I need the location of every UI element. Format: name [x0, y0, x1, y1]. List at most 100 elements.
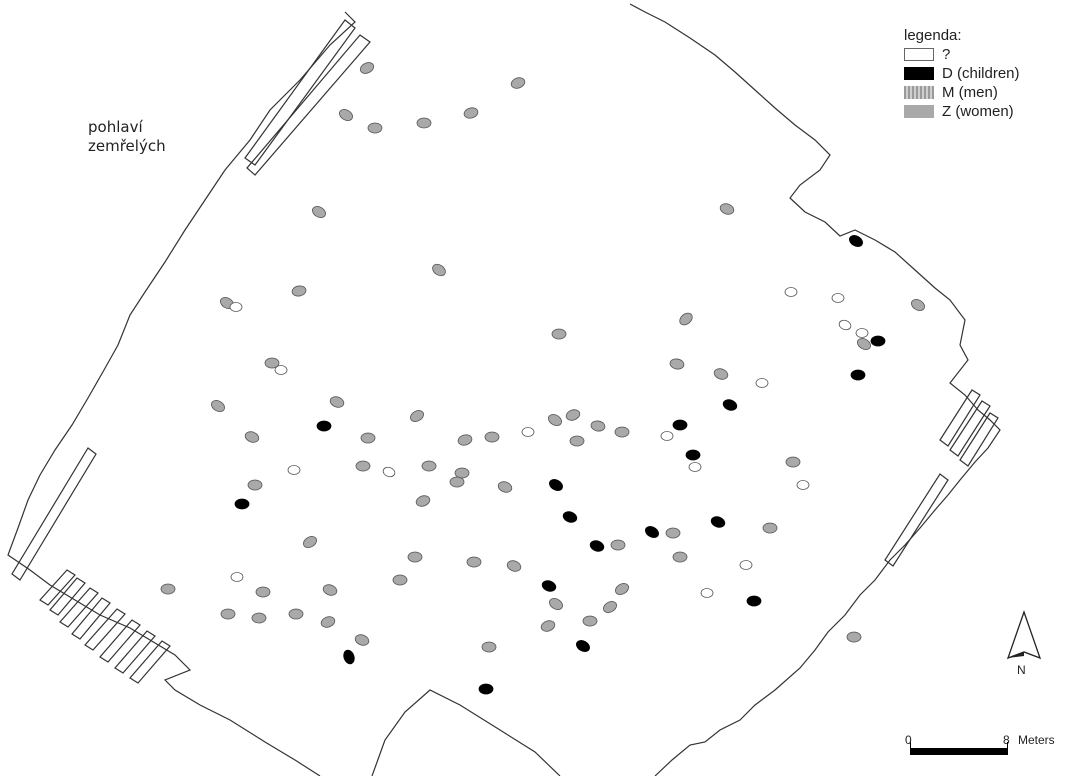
legend-title: legenda:: [904, 27, 962, 44]
grave-unknown: [660, 431, 674, 441]
grave-women: [255, 586, 271, 598]
grave-women: [911, 299, 925, 311]
grave-women: [540, 620, 556, 632]
grave-women: [713, 368, 729, 380]
grave-women: [360, 432, 376, 444]
grave-women: [603, 601, 617, 613]
grave-women: [548, 414, 562, 426]
grave-women: [421, 460, 437, 472]
trench-strip: [71, 597, 111, 640]
legend-swatch-men: [904, 86, 934, 99]
scale-bar: [910, 748, 1008, 755]
grave-women: [466, 556, 482, 568]
grave-women: [416, 117, 432, 129]
grave-unknown: [382, 466, 396, 478]
legend-label-unknown: ?: [942, 46, 951, 63]
trench-strip: [244, 19, 356, 166]
grave-children: [645, 526, 659, 538]
grave-women: [665, 527, 681, 539]
grave-children: [850, 369, 866, 381]
grave-unknown: [796, 480, 810, 490]
grave-women: [846, 631, 862, 643]
legend-item-unknown: ?: [904, 45, 1069, 64]
grave-women: [615, 583, 629, 595]
trench-strip: [949, 400, 991, 457]
trench-strip: [84, 608, 126, 651]
grave-women: [610, 539, 626, 551]
grave-women: [582, 615, 598, 627]
grave-children: [234, 498, 250, 510]
grave-women: [354, 634, 370, 646]
grave-children: [562, 511, 578, 523]
grave-children: [576, 640, 590, 652]
trench-strip: [49, 577, 86, 616]
grave-women: [392, 574, 408, 586]
grave-children: [685, 449, 701, 461]
grave-unknown: [838, 319, 852, 331]
grave-women: [449, 476, 465, 488]
trench-strip: [59, 587, 99, 628]
legend-label-men: M (men): [942, 84, 998, 101]
grave-children: [478, 683, 494, 695]
grave-women: [669, 358, 685, 370]
trench-strip: [246, 34, 371, 176]
map-caption: pohlaví zemřelých: [88, 118, 248, 156]
grave-unknown: [784, 287, 798, 297]
legend-label-children: D (children): [942, 65, 1020, 82]
grave-unknown: [230, 572, 244, 582]
grave-women: [569, 435, 585, 447]
grave-unknown: [688, 462, 702, 472]
grave-women: [590, 420, 606, 432]
grave-children: [589, 540, 605, 552]
grave-children: [541, 580, 557, 592]
grave-women: [407, 551, 423, 563]
trench-strip: [884, 473, 949, 567]
legend-label-women: Z (women): [942, 103, 1014, 120]
scale-unit-label: Meters: [1018, 733, 1055, 747]
grave-women: [857, 338, 871, 350]
grave-women: [551, 328, 567, 340]
grave-women: [367, 122, 383, 134]
grave-women: [220, 608, 236, 620]
grave-unknown: [274, 365, 288, 375]
legend-swatch-women: [904, 105, 934, 118]
caption-line-2: zemřelých: [88, 137, 166, 155]
scale-end-label: 8: [1003, 733, 1010, 747]
legend-item-children: D (children): [904, 64, 1069, 83]
trench-strip: [39, 569, 76, 606]
grave-children: [672, 419, 688, 431]
grave-children: [870, 335, 886, 347]
grave-unknown: [287, 465, 301, 475]
grave-children: [746, 595, 762, 607]
grave-women: [303, 536, 317, 548]
grave-unknown: [521, 427, 535, 437]
grave-women: [762, 522, 778, 534]
grave-women: [565, 409, 581, 421]
grave-children: [710, 516, 726, 528]
grave-women: [322, 584, 338, 596]
trench-strip: [11, 447, 97, 581]
grave-unknown: [755, 378, 769, 388]
grave-women: [288, 608, 304, 620]
grave-women: [251, 612, 267, 624]
trench-strip: [114, 630, 156, 674]
grave-women: [510, 77, 526, 89]
grave-women: [320, 616, 336, 628]
boundary-line: [371, 689, 561, 776]
legend-item-men: M (men): [904, 83, 1069, 102]
north-label: N: [1017, 663, 1026, 677]
grave-women: [457, 434, 473, 446]
grave-women: [359, 62, 375, 74]
trench-strip: [939, 389, 981, 447]
grave-women: [481, 641, 497, 653]
grave-women: [679, 312, 693, 326]
north-arrow-icon: [1006, 610, 1042, 660]
grave-women: [410, 410, 424, 422]
grave-women: [454, 467, 470, 479]
grave-unknown: [739, 560, 753, 570]
grave-women: [211, 400, 225, 412]
grave-women: [415, 495, 431, 507]
grave-children: [316, 420, 332, 432]
